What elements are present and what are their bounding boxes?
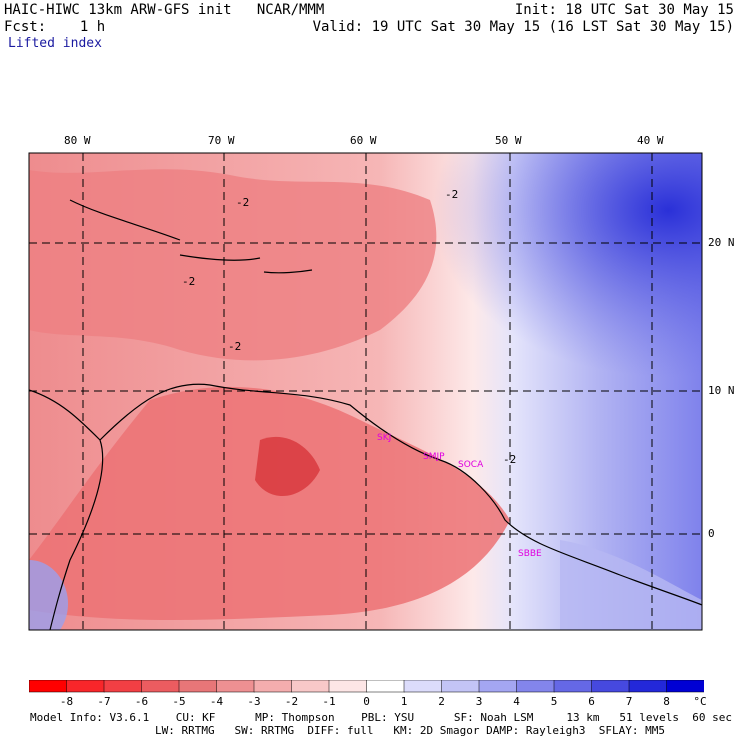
colorbar-tick-label: 7 [625, 695, 633, 708]
field-name: Lifted index [8, 36, 102, 51]
station-label: SMJP [423, 452, 445, 462]
colorbar-tick-label: -2 [284, 695, 299, 708]
colorbar-tick-label: 1 [400, 695, 408, 708]
colorbar-swatch [591, 680, 630, 693]
graticule [29, 153, 702, 630]
colorbar-swatch [441, 680, 480, 693]
colorbar-tick-label: 0 [363, 695, 370, 708]
forecast-hour: Fcst: 1 h [4, 19, 106, 35]
colorbar-tick-label: -3 [247, 695, 261, 708]
colorbar-swatch [291, 680, 330, 693]
colorbar-swatch [178, 680, 218, 693]
coastline-south-america [29, 383, 702, 630]
colorbar-tick-label: 4 [513, 695, 520, 708]
colorbar-tick-label: -8 [59, 695, 74, 708]
colorbar-swatch [103, 680, 143, 693]
colorbar-swatch [141, 680, 180, 693]
colorbar-swatch [478, 680, 518, 693]
colorbar-swatch [253, 680, 293, 693]
colorbar-tick-label: 5 [550, 695, 558, 708]
contour-label: -2 [503, 453, 516, 466]
colorbar-tick-label: -7 [97, 695, 111, 708]
colorbar-tick-label: 6 [588, 695, 595, 708]
colorbar-swatch [628, 680, 668, 693]
station-label: SBBE [518, 549, 542, 559]
colorbar [29, 680, 704, 693]
contour-label: -2 [445, 188, 458, 201]
lat-label-10n: 10 N [708, 384, 735, 397]
colorbar-tick-label: -1 [322, 695, 336, 708]
colorbar-unit: °C [693, 695, 707, 708]
station-label: SOCA [458, 460, 484, 470]
colorbar-tick-label: -4 [209, 695, 224, 708]
colorbar-swatch [328, 680, 368, 693]
colorbar-swatch [216, 680, 255, 693]
lon-label-60w: 60 W [350, 134, 377, 147]
pos-region-pacific [29, 560, 69, 630]
colorbar-tick-label: -5 [172, 695, 186, 708]
colorbar-swatch [66, 680, 105, 693]
colorbar-tick-label: 8 [663, 695, 670, 708]
init-time: Init: 18 UTC Sat 30 May 15 [514, 2, 734, 18]
model-title: HAIC-HIWC 13km ARW-GFS init NCAR/MMM [4, 2, 325, 18]
strong-neg-core [255, 436, 320, 497]
model-info-line1: Model Info: V3.6.1 CU: KF MP: Thompson P… [30, 711, 732, 724]
lon-label-80w: 80 W [64, 134, 91, 147]
lat-label-0: 0 [708, 527, 715, 540]
colorbar-tick-label: 2 [438, 695, 445, 708]
colorbar-swatch [553, 680, 593, 693]
station-label: SKJ [377, 433, 391, 443]
contour-label: -2 [236, 196, 249, 209]
pos-region-southatlantic [560, 540, 702, 630]
colorbar-swatch [403, 680, 443, 693]
lon-label-50w: 50 W [495, 134, 522, 147]
colorbar-swatch [366, 680, 405, 693]
neg-region-caribbean [29, 169, 437, 361]
model-info-line2: LW: RRTMG SW: RRTMG DIFF: full KM: 2D Sm… [155, 724, 665, 737]
colorbar-swatch [29, 680, 68, 693]
colorbar-tick-label: 3 [475, 695, 483, 708]
valid-time: Valid: 19 UTC Sat 30 May 15 (16 LST Sat … [312, 19, 734, 35]
colorbar-swatch [666, 680, 704, 693]
neg-region-southamerica [29, 386, 510, 620]
colorbar-swatch [516, 680, 555, 693]
lat-label-20n: 20 N [708, 236, 735, 249]
contour-label: -2 [182, 275, 195, 288]
map-frame [28, 152, 703, 631]
lon-label-70w: 70 W [208, 134, 235, 147]
colorbar-tick-label: -6 [134, 695, 149, 708]
lon-label-40w: 40 W [637, 134, 664, 147]
contour-label: -2 [228, 340, 241, 353]
